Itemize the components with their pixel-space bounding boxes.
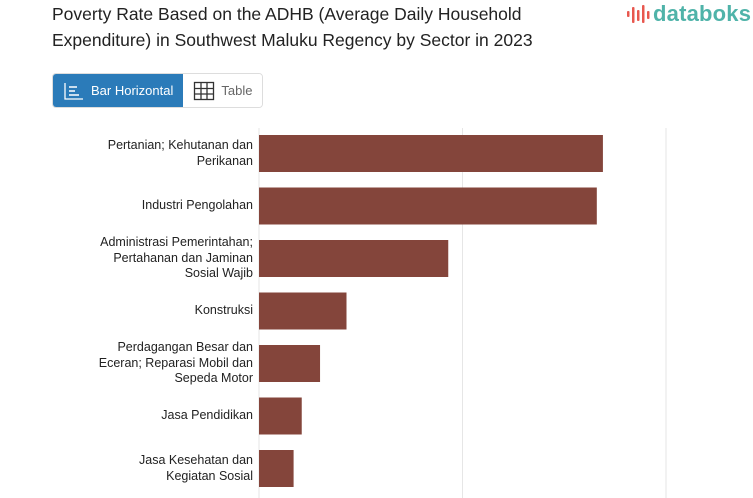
category-label: Perdagangan Besar dan Eceran; Reparasi Mo… <box>98 340 253 386</box>
bar[interactable] <box>259 345 321 382</box>
category-label: Jasa Pendidikan <box>161 408 253 423</box>
tab-label: Bar Horizontal <box>91 83 174 98</box>
bar-chart-icon <box>64 82 83 100</box>
category-label: Administrasi Pemerintahan; Pertahanan dan… <box>100 235 253 281</box>
tab-table[interactable]: Table <box>183 74 263 107</box>
bar[interactable] <box>259 292 347 330</box>
bar[interactable] <box>259 135 603 172</box>
databoks-logo: databoks <box>626 1 752 26</box>
category-label: Jasa Kesehatan dan Kegiatan Sosial <box>139 453 253 483</box>
bar[interactable] <box>259 240 449 277</box>
category-label: Konstruksi <box>194 303 253 318</box>
databoks-logo-icon <box>627 5 650 23</box>
tab-label: Table <box>221 83 253 98</box>
bar[interactable] <box>259 187 597 225</box>
tab-bar-horizontal[interactable]: Bar Horizontal <box>53 74 184 107</box>
table-icon <box>194 81 215 100</box>
bar[interactable] <box>259 450 294 487</box>
bar[interactable] <box>259 397 302 435</box>
category-label: Industri Pengolahan <box>141 198 253 213</box>
logo-text: databoks <box>653 1 752 26</box>
view-toggle: Bar Horizontal Table <box>52 73 264 108</box>
category-label: Pertanian; Kehutanan dan Perikanan <box>107 138 253 168</box>
chart-title: Poverty Rate Based on the ADHB (Average … <box>52 4 533 50</box>
